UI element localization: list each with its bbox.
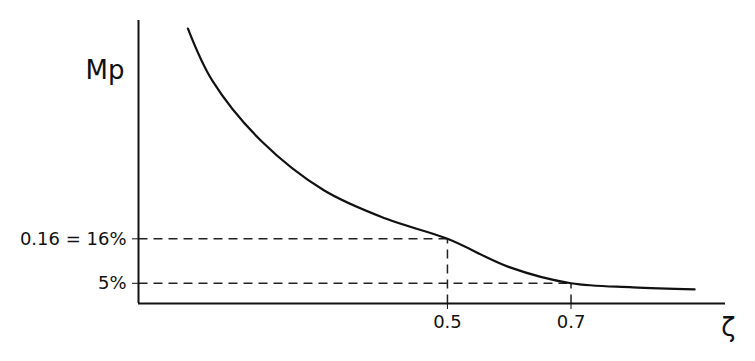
svg-text:0.7: 0.7 (557, 311, 586, 332)
svg-text:ζ: ζ (721, 312, 735, 342)
svg-text:Mp: Mp (86, 55, 125, 85)
svg-text:0.16 = 16%: 0.16 = 16% (20, 228, 127, 249)
svg-text:0.5: 0.5 (433, 311, 462, 332)
svg-text:5%: 5% (98, 272, 127, 293)
